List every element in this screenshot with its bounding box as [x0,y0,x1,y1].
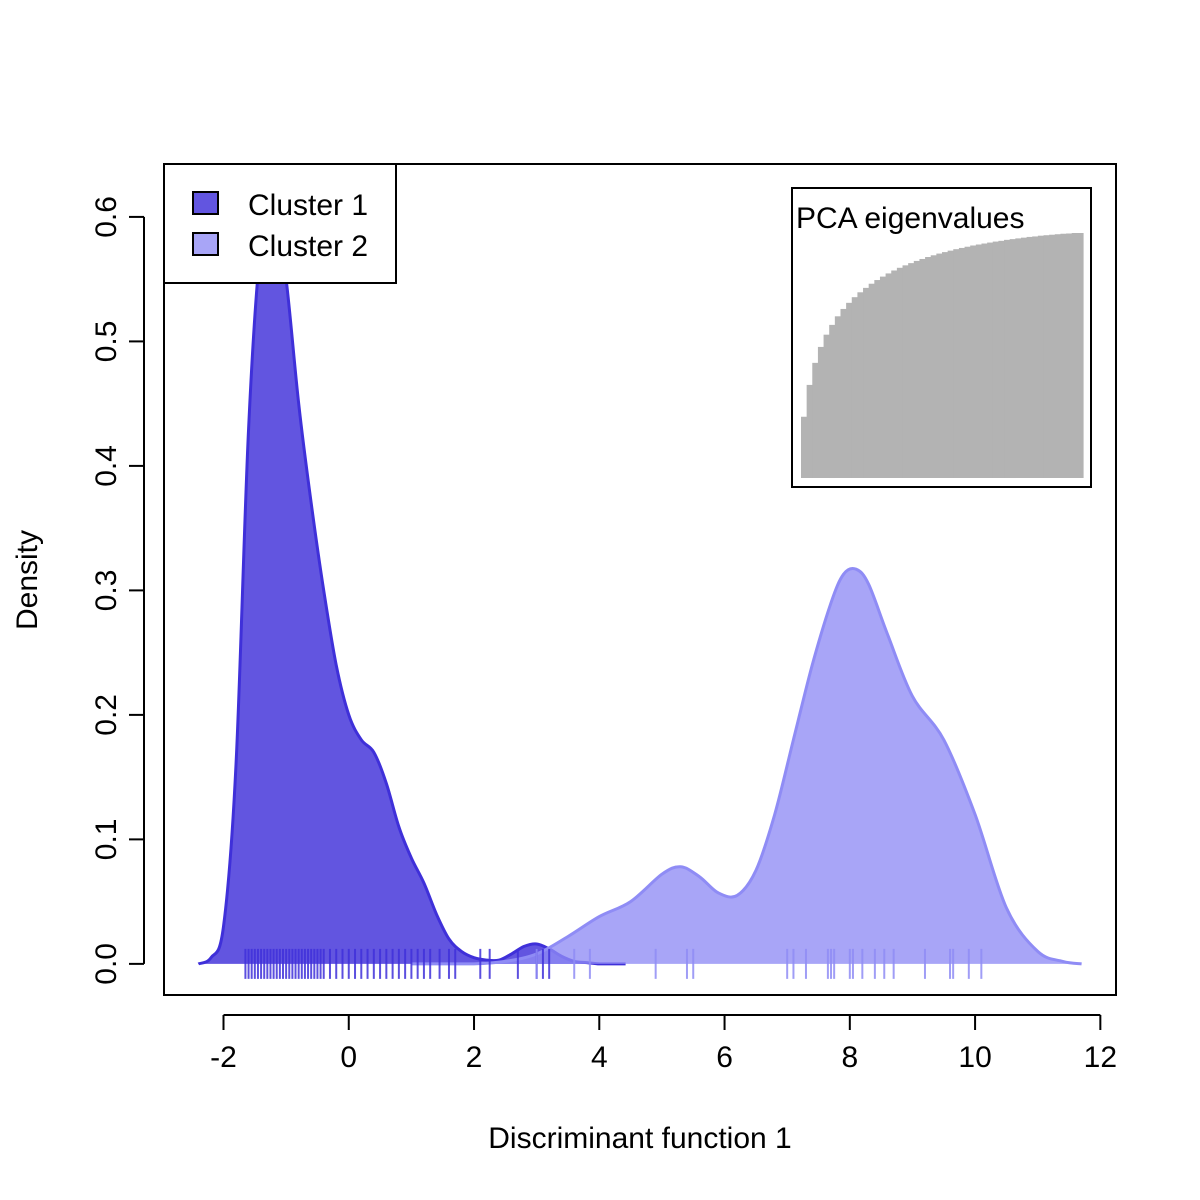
legend-label-cluster-2: Cluster 2 [248,230,368,263]
eigenvalue-bar [896,267,904,478]
y-tick-label: 0.3 [90,570,123,612]
x-axis-label: Discriminant function 1 [488,1122,791,1155]
y-tick-label: 0.5 [90,321,123,363]
x-tick-label: 2 [466,1041,483,1074]
eigenvalue-bar [925,257,932,478]
eigenvalue-bar [964,246,971,478]
eigenvalue-bar [1077,233,1084,478]
y-tick-label: 0.1 [90,819,123,861]
eigenvalue-bar [885,273,892,478]
eigenvalue-bar [817,346,825,478]
eigenvalue-bar [1043,235,1050,478]
eigenvalue-bar [1071,233,1078,478]
x-tick-label: 10 [958,1041,991,1074]
legend-swatch-cluster-2 [192,232,219,256]
legend-label-cluster-1: Cluster 1 [248,189,368,222]
x-tick-label: -2 [210,1041,237,1074]
y-axis-label: Density [11,530,44,630]
legend-swatch-cluster-1 [192,191,219,215]
eigenvalue-bar [958,247,966,478]
eigenvalue-bar [879,276,887,478]
rug-layer [244,948,983,979]
x-tick-label: 6 [716,1041,733,1074]
eigenvalue-bar [908,263,915,478]
eigenvalue-bar [874,280,881,478]
eigenvalue-bar [857,292,864,478]
density-area-cluster-1 [198,196,626,964]
eigenvalue-bar [863,287,870,478]
eigenvalue-bar [1004,239,1011,478]
eigenvalue-bar [936,253,943,478]
eigenvalue-bar [840,308,847,478]
eigenvalue-bar [1026,236,1033,478]
y-tick-label: 0.6 [90,196,123,238]
eigenvalue-bar [834,316,842,478]
eigenvalue-bar [987,242,994,478]
eigenvalue-bar [1049,234,1056,478]
y-tick-label: 0.2 [90,694,123,736]
eigenvalue-bar [891,270,898,478]
eigenvalue-bar [1020,237,1028,478]
eigenvalue-bar [913,260,921,478]
eigenvalue-bar [1015,238,1022,478]
eigenvalue-bar [1032,236,1039,478]
series-layer [197,195,1082,966]
eigenvalue-bar [868,283,875,478]
y-tick-label: 0.0 [90,943,123,985]
y-tick-label: 0.4 [90,445,123,487]
x-axis: -2 0 2 4 6 8 10 12 [210,1014,1117,1074]
density-area-cluster-2 [411,568,1082,964]
y-axis: 0.0 0.1 0.2 0.3 0.4 0.5 0.6 [90,196,145,985]
eigenvalue-bar [806,384,813,478]
eigenvalue-bar [823,334,830,478]
eigenvalue-bar [851,297,858,478]
x-tick-label: 12 [1084,1041,1117,1074]
x-tick-label: 0 [340,1041,357,1074]
eigenvalue-bar [992,241,999,478]
eigenvalue-bar [1060,233,1067,478]
eigenvalue-bar [998,240,1005,478]
eigenvalue-bar [930,255,937,478]
eigenvalue-bar [846,302,853,478]
x-tick-label: 4 [591,1041,608,1074]
eigenvalue-bar [1066,233,1073,478]
density-line-cluster-2 [411,567,1082,966]
eigenvalue-bar [812,362,819,478]
x-tick-label: 8 [841,1041,858,1074]
eigenvalue-bar [970,245,977,478]
eigenvalue-bar [919,258,926,478]
plot-frame [163,163,1117,996]
eigenvalue-bar [801,416,808,478]
eigenvalue-bar [1009,239,1016,479]
eigenvalue-bar [981,243,988,478]
eigenvalue-bar [975,244,983,478]
legend: Cluster 1 Cluster 2 [163,163,397,284]
inset-bars [801,233,1084,479]
legend-box [163,163,397,284]
eigenvalue-bar [829,324,836,479]
eigenvalue-bar [947,250,954,478]
eigenvalue-bar [1037,235,1045,478]
eigenvalue-bar [953,249,960,478]
eigenvalue-bar [902,265,909,478]
inset-title: PCA eigenvalues [796,202,1025,235]
eigenvalue-bar [942,252,949,478]
pca-eigenvalues-inset: PCA eigenvalues [791,187,1092,488]
eigenvalue-bar [1054,234,1062,478]
